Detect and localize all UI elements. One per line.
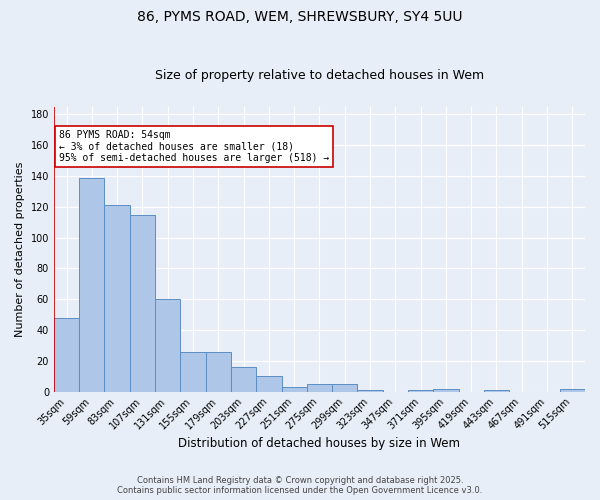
Bar	[231, 367, 256, 392]
Title: Size of property relative to detached houses in Wem: Size of property relative to detached ho…	[155, 69, 484, 82]
Bar	[130, 214, 155, 392]
Bar	[281, 387, 307, 392]
Bar	[54, 318, 79, 392]
Text: Contains HM Land Registry data © Crown copyright and database right 2025.
Contai: Contains HM Land Registry data © Crown c…	[118, 476, 482, 495]
Bar	[181, 352, 206, 392]
Bar	[206, 352, 231, 392]
Y-axis label: Number of detached properties: Number of detached properties	[15, 162, 25, 337]
X-axis label: Distribution of detached houses by size in Wem: Distribution of detached houses by size …	[178, 437, 460, 450]
Bar	[560, 388, 585, 392]
Bar	[307, 384, 332, 392]
Bar	[408, 390, 433, 392]
Bar	[433, 388, 458, 392]
Bar	[484, 390, 509, 392]
Bar	[79, 178, 104, 392]
Text: 86 PYMS ROAD: 54sqm
← 3% of detached houses are smaller (18)
95% of semi-detache: 86 PYMS ROAD: 54sqm ← 3% of detached hou…	[59, 130, 329, 163]
Bar	[358, 390, 383, 392]
Bar	[256, 376, 281, 392]
Bar	[155, 299, 181, 392]
Text: 86, PYMS ROAD, WEM, SHREWSBURY, SY4 5UU: 86, PYMS ROAD, WEM, SHREWSBURY, SY4 5UU	[137, 10, 463, 24]
Bar	[332, 384, 358, 392]
Bar	[104, 206, 130, 392]
